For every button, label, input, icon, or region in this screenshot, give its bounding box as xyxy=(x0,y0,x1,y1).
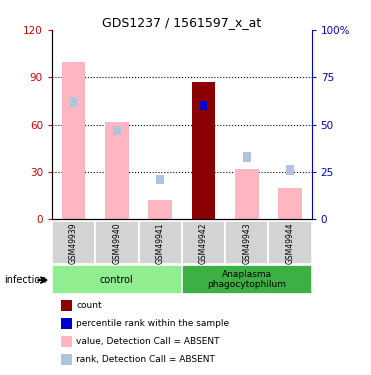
Bar xyxy=(225,221,268,264)
Text: rank, Detection Call = ABSENT: rank, Detection Call = ABSENT xyxy=(76,355,215,364)
Bar xyxy=(105,122,129,219)
Bar xyxy=(52,265,182,294)
Text: GSM49939: GSM49939 xyxy=(69,222,78,264)
Bar xyxy=(191,82,215,219)
Bar xyxy=(95,221,138,264)
Bar xyxy=(62,62,85,219)
Text: control: control xyxy=(100,275,134,285)
Title: GDS1237 / 1561597_x_at: GDS1237 / 1561597_x_at xyxy=(102,16,262,29)
Bar xyxy=(61,354,72,365)
Text: GSM49940: GSM49940 xyxy=(112,222,121,264)
Bar xyxy=(148,200,172,219)
Text: count: count xyxy=(76,301,102,310)
Bar xyxy=(200,101,207,111)
Text: Anaplasma
phagocytophilum: Anaplasma phagocytophilum xyxy=(207,270,286,290)
Bar xyxy=(182,221,225,264)
Text: GSM49941: GSM49941 xyxy=(156,222,165,264)
Bar xyxy=(182,265,312,294)
Bar xyxy=(70,97,78,107)
Bar xyxy=(286,165,294,175)
Text: infection: infection xyxy=(4,275,46,285)
Bar xyxy=(61,336,72,347)
Bar xyxy=(52,221,95,264)
Bar xyxy=(156,175,164,184)
Text: percentile rank within the sample: percentile rank within the sample xyxy=(76,319,229,328)
Bar xyxy=(138,221,182,264)
Text: value, Detection Call = ABSENT: value, Detection Call = ABSENT xyxy=(76,337,220,346)
Text: GSM49942: GSM49942 xyxy=(199,222,208,264)
Bar xyxy=(61,318,72,329)
Bar xyxy=(268,221,312,264)
Bar xyxy=(61,300,72,311)
Bar xyxy=(113,126,121,135)
Bar xyxy=(278,188,302,219)
Text: GSM49944: GSM49944 xyxy=(286,222,295,264)
Bar xyxy=(243,152,250,162)
Bar xyxy=(235,169,259,219)
Text: GSM49943: GSM49943 xyxy=(242,222,251,264)
